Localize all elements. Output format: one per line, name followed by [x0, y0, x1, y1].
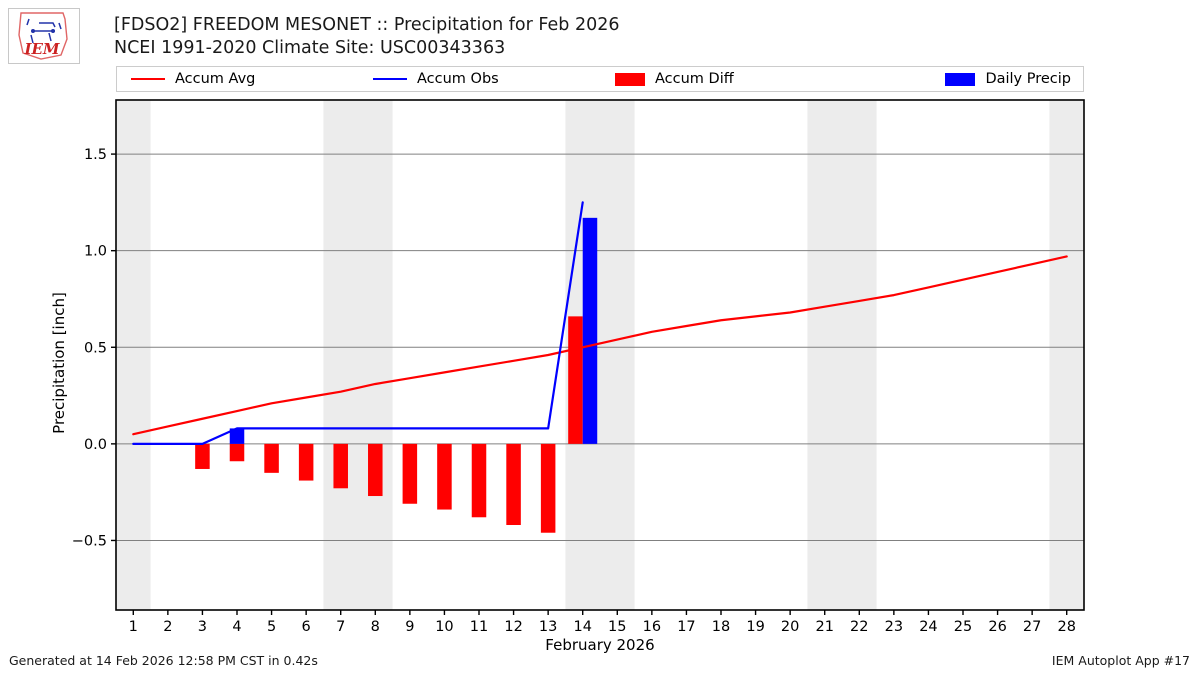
weekend-band	[116, 100, 151, 610]
legend-item-accum-obs[interactable]: Accum Obs	[359, 71, 601, 87]
accum-diff-bar	[298, 443, 314, 481]
chart-legend: Accum Avg Accum Obs Accum Diff Daily Pre…	[116, 66, 1084, 92]
accum-diff-bar	[195, 443, 210, 469]
accum-diff-bars	[195, 316, 583, 533]
gridlines	[116, 153, 1084, 541]
x-tick-label: 4	[232, 619, 241, 635]
x-tick-label: 5	[267, 619, 276, 635]
x-tick-label: 2	[163, 619, 172, 635]
x-tick-label: 6	[302, 619, 311, 635]
x-tick-label: 19	[746, 619, 764, 635]
x-tick-label: 22	[850, 619, 868, 635]
accum-diff-bar	[333, 443, 348, 489]
legend-swatch-line-icon	[373, 78, 407, 80]
legend-label-accum-obs: Accum Obs	[417, 71, 499, 87]
y-tick-label: −0.5	[72, 533, 107, 549]
y-tick-label: 1.0	[84, 244, 107, 260]
x-tick-label: 8	[371, 619, 380, 635]
x-tick-label: 7	[336, 619, 345, 635]
accum-diff-bar	[402, 443, 418, 504]
iem-logo-text: IEM	[23, 40, 59, 58]
legend-label-accum-diff: Accum Diff	[655, 71, 734, 87]
legend-label-accum-avg: Accum Avg	[175, 71, 256, 87]
daily-precip-bar	[582, 217, 598, 444]
x-tick-label: 14	[573, 619, 591, 635]
accum-diff-bar	[437, 443, 452, 510]
x-axis-ticks: 1 2 3 4 5 6 7 8 9 10 11 12 13 14 15 16 17 18 19 20 21 22 23 24 2…	[129, 610, 1076, 635]
x-tick-label: 28	[1057, 619, 1075, 635]
weekend-band	[323, 100, 358, 610]
chart-title-block: [FDSO2] FREEDOM MESONET :: Precipitation…	[114, 14, 619, 60]
x-tick-label: 13	[539, 619, 557, 635]
x-tick-label: 20	[781, 619, 799, 635]
y-tick-label: 0.5	[84, 340, 107, 356]
x-tick-label: 9	[405, 619, 414, 635]
x-tick-label: 3	[198, 619, 207, 635]
chart-title: [FDSO2] FREEDOM MESONET :: Precipitation…	[114, 15, 620, 35]
y-tick-label: 1.5	[84, 147, 107, 163]
footer-generated-text: Generated at 14 Feb 2026 12:58 PM CST in…	[9, 653, 318, 668]
y-axis-title: Precipitation [inch]	[50, 292, 68, 434]
accum-diff-bar	[471, 443, 487, 518]
legend-label-daily-precip: Daily Precip	[985, 71, 1071, 87]
accum-diff-bar	[368, 443, 383, 497]
x-tick-label: 12	[504, 619, 522, 635]
accum-diff-bar	[264, 443, 279, 473]
x-tick-label: 17	[677, 619, 695, 635]
x-tick-label: 11	[470, 619, 488, 635]
weekend-band	[842, 100, 877, 610]
legend-item-daily-precip[interactable]: Daily Precip	[843, 71, 1083, 87]
chart-subtitle: NCEI 1991-2020 Climate Site: USC00343363	[114, 38, 506, 59]
x-tick-label: 27	[1023, 619, 1041, 635]
accum-obs-line	[132, 201, 584, 445]
iem-logo[interactable]: IEM	[8, 8, 80, 64]
x-tick-label: 26	[988, 619, 1006, 635]
legend-item-accum-diff[interactable]: Accum Diff	[601, 71, 843, 87]
weekend-bands	[116, 100, 1084, 610]
weekend-band	[600, 100, 635, 610]
plot-frame	[115, 99, 1085, 611]
legend-item-accum-avg[interactable]: Accum Avg	[117, 71, 359, 87]
iem-logo-graphic: IEM	[18, 12, 68, 60]
footer-app-text: IEM Autoplot App #17	[1051, 653, 1190, 668]
x-tick-label: 21	[815, 619, 833, 635]
weekend-band	[807, 100, 842, 610]
accum-diff-bar	[229, 443, 245, 462]
legend-swatch-box-icon	[945, 72, 976, 86]
legend-swatch-line-icon	[131, 78, 165, 80]
daily-precip-bar	[229, 428, 245, 444]
daily-precip-bars	[229, 217, 598, 444]
x-axis-title: February 2026	[545, 636, 654, 654]
plot-border	[115, 99, 1085, 611]
accum-diff-bar	[568, 316, 583, 444]
x-tick-label: 15	[608, 619, 626, 635]
x-tick-label: 1	[129, 619, 138, 635]
accum-diff-bar	[506, 443, 521, 525]
accum-avg-line	[132, 255, 1068, 436]
weekend-band	[565, 100, 600, 610]
weekend-band	[358, 100, 393, 610]
x-tick-label: 23	[885, 619, 903, 635]
x-tick-label: 18	[712, 619, 730, 635]
x-tick-label: 25	[954, 619, 972, 635]
accum-avg-path	[132, 255, 1068, 436]
x-tick-label: 10	[435, 619, 453, 635]
legend-swatch-box-icon	[615, 72, 645, 86]
accum-obs-path	[132, 201, 584, 445]
accum-diff-bar	[540, 443, 556, 533]
x-tick-label: 16	[643, 619, 661, 635]
x-tick-label: 24	[919, 619, 937, 635]
y-tick-label: 0.0	[84, 437, 107, 453]
y-axis-ticks: −0.5 0.0 0.5 1.0 1.5	[72, 147, 116, 549]
weekend-band	[1049, 100, 1084, 610]
